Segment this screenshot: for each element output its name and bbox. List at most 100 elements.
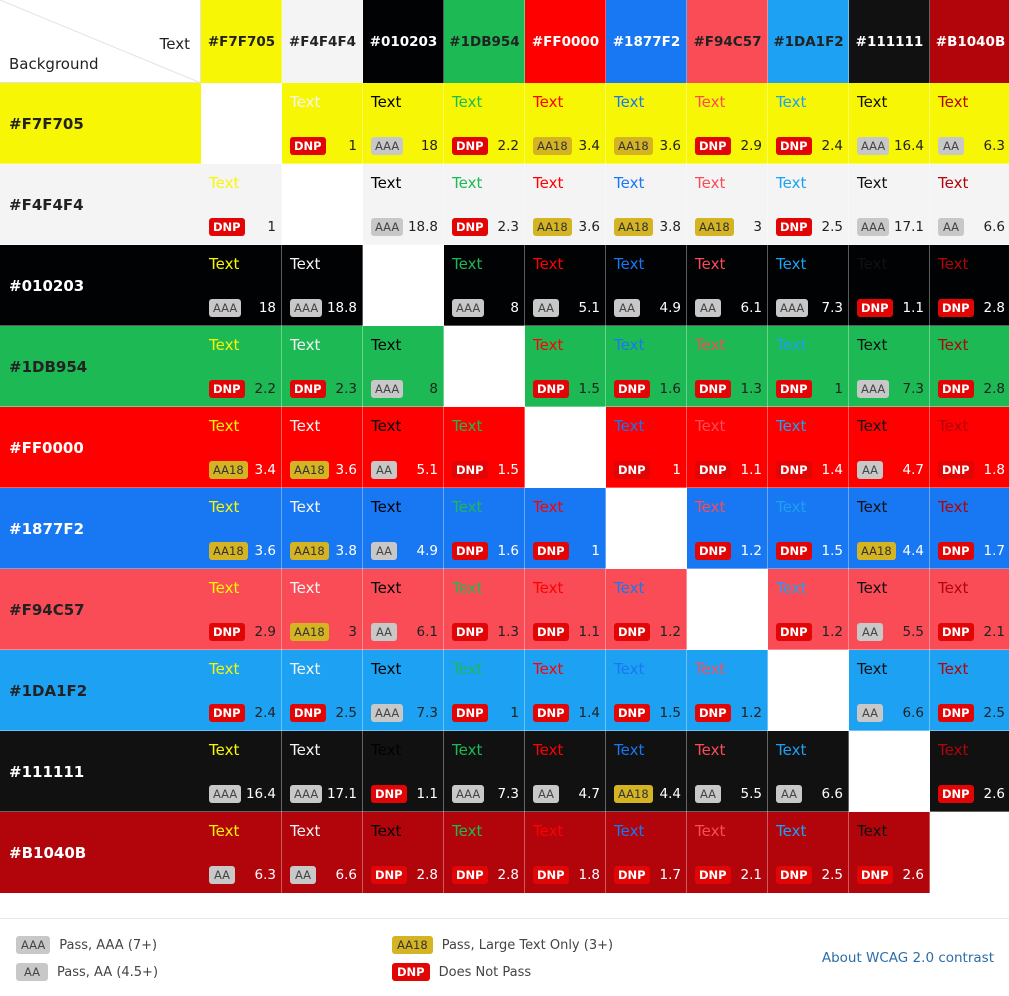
rating-badge: DNP (209, 623, 245, 641)
rating-badge: DNP (209, 704, 245, 722)
sample-text: Text (776, 93, 807, 111)
contrast-cell: Text AA18 3.6 (282, 407, 363, 488)
contrast-cell: Text DNP 1 (282, 83, 363, 164)
contrast-cell: Text DNP 1 (768, 326, 849, 407)
sample-text: Text (938, 579, 969, 597)
contrast-cell: Text AA18 3.8 (282, 488, 363, 569)
contrast-ratio: 16.4 (893, 138, 924, 154)
contrast-cell: Text AA 6.6 (768, 731, 849, 812)
sample-text: Text (938, 336, 969, 354)
contrast-cell: Text DNP 2.2 (201, 326, 282, 407)
sample-text: Text (614, 255, 645, 273)
rating-badge: AA18 (209, 542, 248, 560)
sample-text: Text (533, 579, 564, 597)
corner-text-label: Text (159, 35, 190, 53)
legend-badge-aa18: AA18 (392, 936, 433, 954)
sample-text: Text (452, 660, 483, 678)
contrast-ratio: 18.8 (407, 219, 438, 235)
grid-divider (0, 811, 1009, 812)
sample-text: Text (614, 336, 645, 354)
row-header-1877f2: #1877F2 (0, 488, 201, 569)
empty-diagonal-cell (930, 812, 1009, 893)
sample-text: Text (371, 579, 402, 597)
contrast-cell: Text AA18 3.6 (606, 83, 687, 164)
contrast-ratio: 6.6 (902, 705, 924, 721)
grid-divider (0, 163, 1009, 164)
rating-badge: AA18 (533, 218, 572, 236)
rating-badge: DNP (938, 785, 974, 803)
contrast-cell: Text AAA 18 (201, 245, 282, 326)
sample-text: Text (857, 417, 888, 435)
contrast-cell: Text DNP 1.3 (444, 569, 525, 650)
rating-badge: AA18 (614, 137, 653, 155)
contrast-cell: Text AA 5.1 (363, 407, 444, 488)
rating-badge: DNP (776, 866, 812, 884)
contrast-cell: Text DNP 2.9 (201, 569, 282, 650)
contrast-cell: Text AA18 4.4 (606, 731, 687, 812)
empty-diagonal-cell (849, 731, 930, 812)
about-wcag-link[interactable]: About WCAG 2.0 contrast (821, 950, 994, 966)
contrast-cell: Text DNP 1.7 (930, 488, 1009, 569)
rating-badge: DNP (695, 704, 731, 722)
contrast-cell: Text AA18 3 (282, 569, 363, 650)
rating-badge: AA (209, 866, 235, 884)
sample-text: Text (290, 660, 321, 678)
sample-text: Text (776, 579, 807, 597)
contrast-ratio: 2.1 (740, 867, 762, 883)
grid-divider (0, 325, 1009, 326)
contrast-cell: Text AAA 7.3 (849, 326, 930, 407)
contrast-ratio: 1.6 (497, 543, 519, 559)
sample-text: Text (371, 498, 402, 516)
column-header-1da1f2: #1DA1F2 (768, 0, 849, 83)
contrast-ratio: 2.8 (497, 867, 519, 883)
sample-text: Text (290, 822, 321, 840)
sample-text: Text (371, 660, 402, 678)
row-header-1db954: #1DB954 (0, 326, 201, 407)
rating-badge: DNP (776, 542, 812, 560)
contrast-ratio: 2.8 (983, 300, 1005, 316)
contrast-ratio: 18 (258, 300, 276, 316)
rating-badge: DNP (695, 866, 731, 884)
contrast-cell: Text DNP 1.1 (849, 245, 930, 326)
rating-badge: AAA (452, 299, 485, 317)
contrast-ratio: 6.1 (416, 624, 438, 640)
sample-text: Text (290, 255, 321, 273)
contrast-ratio: 2.5 (983, 705, 1005, 721)
grid-divider (0, 730, 1009, 731)
rating-badge: AAA (290, 299, 323, 317)
sample-text: Text (776, 741, 807, 759)
sample-text: Text (533, 822, 564, 840)
contrast-cell: Text AAA 18.8 (282, 245, 363, 326)
contrast-cell: Text DNP 2.9 (687, 83, 768, 164)
contrast-cell: Text DNP 1.7 (606, 812, 687, 893)
contrast-cell: Text DNP 1.1 (687, 407, 768, 488)
row-header-ff0000: #FF0000 (0, 407, 201, 488)
sample-text: Text (209, 417, 240, 435)
contrast-cell: Text DNP 2.5 (768, 812, 849, 893)
rating-badge: AA (938, 218, 964, 236)
contrast-cell: Text DNP 1.2 (687, 650, 768, 731)
contrast-ratio: 16.4 (245, 786, 276, 802)
rating-badge: DNP (695, 461, 731, 479)
contrast-ratio: 3.6 (254, 543, 276, 559)
sample-text: Text (209, 822, 240, 840)
sample-text: Text (533, 336, 564, 354)
sample-text: Text (614, 579, 645, 597)
contrast-cell: Text AA 6.3 (930, 83, 1009, 164)
contrast-cell: Text AA18 3.6 (201, 488, 282, 569)
contrast-cell: Text DNP 2.8 (930, 245, 1009, 326)
sample-text: Text (209, 660, 240, 678)
contrast-ratio: 18 (420, 138, 438, 154)
sample-text: Text (695, 498, 726, 516)
contrast-cell: Text AA18 3.4 (201, 407, 282, 488)
contrast-ratio: 3.6 (335, 462, 357, 478)
legend-text-aa18: Pass, Large Text Only (3+) (441, 937, 614, 953)
sample-text: Text (857, 255, 888, 273)
contrast-ratio: 2.6 (902, 867, 924, 883)
rating-badge: AA (695, 785, 721, 803)
sample-text: Text (614, 822, 645, 840)
contrast-cell: Text DNP 2.2 (444, 83, 525, 164)
contrast-ratio: 3.4 (254, 462, 276, 478)
sample-text: Text (371, 174, 402, 192)
contrast-ratio: 1 (267, 219, 276, 235)
